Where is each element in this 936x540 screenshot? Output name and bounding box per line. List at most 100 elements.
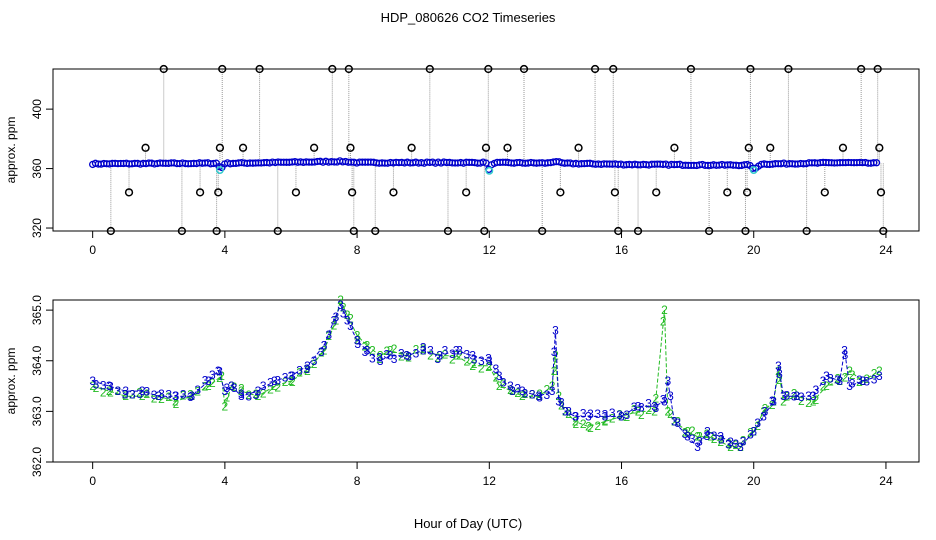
series-2-marker: 2 xyxy=(536,389,543,403)
series-3-marker: 3 xyxy=(289,369,296,383)
series-2-marker: 2 xyxy=(413,342,420,356)
series-3-marker: 3 xyxy=(834,373,841,387)
series-2-marker: 2 xyxy=(180,389,187,403)
outlier-point xyxy=(652,188,661,197)
series-2-marker: 2 xyxy=(321,344,328,358)
series-3-marker: 3 xyxy=(387,349,394,363)
series-3-marker: 3 xyxy=(623,408,630,422)
outlier-point xyxy=(481,143,491,152)
series-3-marker: 3 xyxy=(304,359,311,373)
series-2-marker: 2 xyxy=(222,399,229,413)
y-tick-label: 360 xyxy=(30,158,44,178)
series-3-marker: 3 xyxy=(638,401,645,415)
series-3-marker: 3 xyxy=(602,409,609,423)
x-tick-label: 20 xyxy=(747,474,761,488)
series-3-marker: 3 xyxy=(717,430,724,444)
outlier-point xyxy=(443,226,453,236)
outlier-point xyxy=(212,226,221,236)
flagged-point xyxy=(215,166,224,175)
outlier-point xyxy=(614,226,623,236)
data-point xyxy=(209,159,218,168)
series-3-marker: 3 xyxy=(671,415,678,429)
outlier-point xyxy=(519,64,529,74)
series-2-marker: 2 xyxy=(216,371,223,385)
series-3-marker: 3 xyxy=(552,323,559,337)
series-3-marker: 3 xyxy=(856,373,863,387)
series-2-marker: 2 xyxy=(255,389,262,403)
outlier-point xyxy=(214,188,223,197)
series-2-marker: 2 xyxy=(776,373,783,387)
series-3-marker: 3 xyxy=(100,379,107,393)
series-3-marker: 3 xyxy=(674,416,681,430)
series-3-marker: 3 xyxy=(842,348,849,362)
series-2-marker: 2 xyxy=(718,432,725,446)
series-3-marker: 3 xyxy=(529,387,536,401)
series-2-marker: 2 xyxy=(377,349,384,363)
series-2-marker: 2 xyxy=(717,435,724,449)
outlier-point xyxy=(704,226,714,236)
series-2-marker: 2 xyxy=(311,357,318,371)
series-3-marker: 3 xyxy=(519,384,526,398)
series-2-marker: 2 xyxy=(391,342,398,356)
series-2-marker: 2 xyxy=(549,379,556,393)
series-2-marker: 2 xyxy=(364,339,371,353)
series-2-marker: 2 xyxy=(485,360,492,374)
series-3-marker: 3 xyxy=(711,429,718,443)
outlier-point xyxy=(610,188,620,197)
outlier-point xyxy=(328,64,337,74)
series-2-marker: 2 xyxy=(674,415,681,429)
series-2-marker: 2 xyxy=(274,380,281,394)
series-2-marker: 2 xyxy=(369,343,376,357)
x-axis-title: Hour of Day (UTC) xyxy=(414,516,522,531)
series-3-marker: 3 xyxy=(696,434,703,448)
series-2-marker: 2 xyxy=(493,371,500,385)
series-3-marker: 3 xyxy=(514,382,521,396)
series-3-marker: 3 xyxy=(704,425,711,439)
series-3-marker: 3 xyxy=(391,352,398,366)
outlier-point xyxy=(802,226,811,236)
series-3-marker: 3 xyxy=(496,369,503,383)
series-3-marker: 3 xyxy=(718,432,725,446)
series-2-marker: 2 xyxy=(325,329,332,343)
series-3-marker: 3 xyxy=(522,386,529,400)
series-3-marker: 3 xyxy=(282,370,289,384)
outlier-point xyxy=(159,64,168,74)
series-3-marker: 3 xyxy=(565,405,572,419)
series-2-marker: 2 xyxy=(522,387,529,401)
series-3-marker: 3 xyxy=(187,390,194,404)
series-3-marker: 3 xyxy=(122,387,129,401)
series-2-marker: 2 xyxy=(354,328,361,342)
series-3-marker: 3 xyxy=(805,389,812,403)
series-3-marker: 3 xyxy=(823,369,830,383)
y-tick-label: 320 xyxy=(30,218,44,238)
series-3-marker: 3 xyxy=(369,351,376,365)
series-2-marker: 2 xyxy=(188,389,195,403)
series-2-marker: 2 xyxy=(172,394,179,408)
series-2-marker: 2 xyxy=(453,349,460,363)
series-2-marker: 2 xyxy=(405,350,412,364)
outlier-point xyxy=(879,226,888,236)
series-2-marker: 2 xyxy=(93,381,100,395)
series-2-marker: 2 xyxy=(205,379,212,393)
series-3-marker: 3 xyxy=(209,368,216,382)
series-3-marker: 3 xyxy=(222,384,229,398)
series-3-marker: 3 xyxy=(500,375,507,389)
series-3-marker: 3 xyxy=(228,379,235,393)
series-3-marker: 3 xyxy=(602,407,609,421)
series-3-marker: 3 xyxy=(549,384,556,398)
series-2-marker: 2 xyxy=(667,407,674,421)
series-3-marker: 3 xyxy=(572,409,579,423)
series-3-marker: 3 xyxy=(151,388,158,402)
series-3-marker: 3 xyxy=(114,384,121,398)
x-tick-label: 4 xyxy=(222,243,229,257)
outlier-point xyxy=(238,143,248,152)
outlier-point xyxy=(309,143,319,152)
series-2-marker: 2 xyxy=(859,374,866,388)
y-tick-label: 363.0 xyxy=(30,396,44,426)
series-2-marker: 2 xyxy=(209,376,216,390)
series-3-marker: 3 xyxy=(543,388,550,402)
series-3-marker: 3 xyxy=(420,344,427,358)
series-2-marker: 2 xyxy=(318,345,325,359)
series-2-marker: 2 xyxy=(238,384,245,398)
